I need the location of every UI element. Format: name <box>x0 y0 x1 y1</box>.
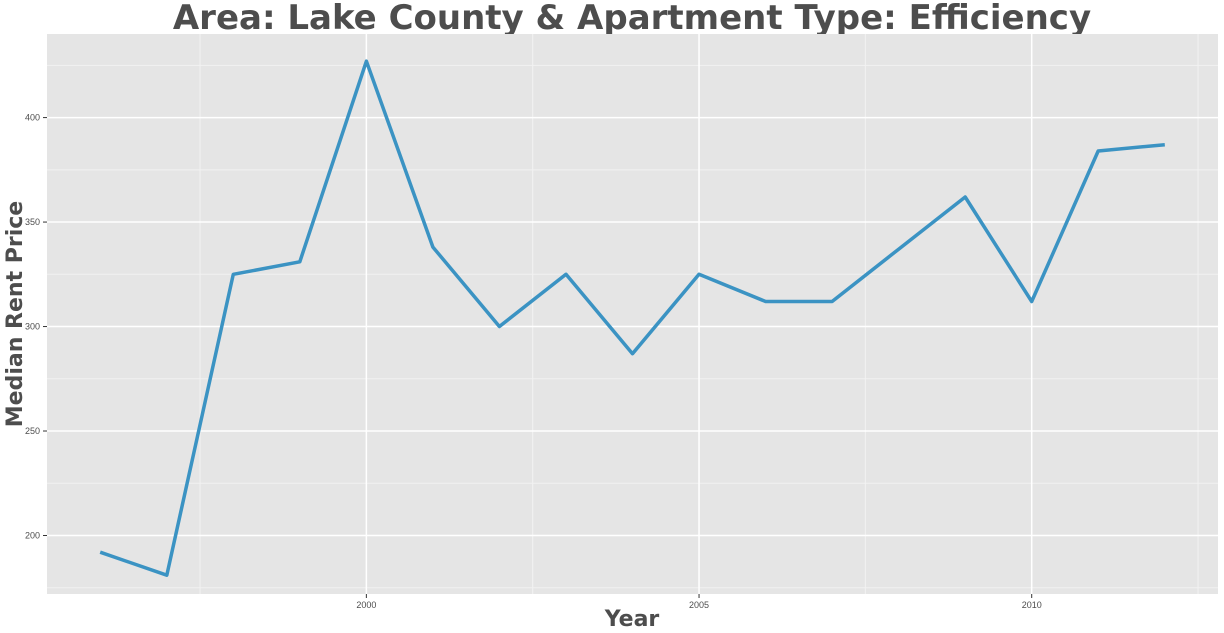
y-axis-ticks: 200 250 300 350 400 <box>25 113 47 540</box>
x-tick-label: 2010 <box>1022 600 1042 610</box>
y-tick-label: 250 <box>25 426 40 436</box>
major-gridlines <box>47 34 1218 594</box>
x-tick-label: 2000 <box>356 600 376 610</box>
x-axis-ticks: 2000 2005 2010 <box>356 594 1042 610</box>
series-layer <box>99 59 1165 577</box>
plot-panel <box>47 34 1218 594</box>
y-tick-label: 350 <box>25 217 40 227</box>
y-tick-label: 400 <box>25 113 40 123</box>
y-tick-label: 300 <box>25 322 40 332</box>
chart-title: Area: Lake County & Apartment Type: Effi… <box>173 0 1091 38</box>
x-tick-label: 2005 <box>689 600 709 610</box>
series-line <box>99 59 1165 577</box>
y-axis-title: Median Rent Price <box>3 201 28 427</box>
y-tick-label: 200 <box>25 530 40 540</box>
x-axis-title: Year <box>604 607 660 632</box>
